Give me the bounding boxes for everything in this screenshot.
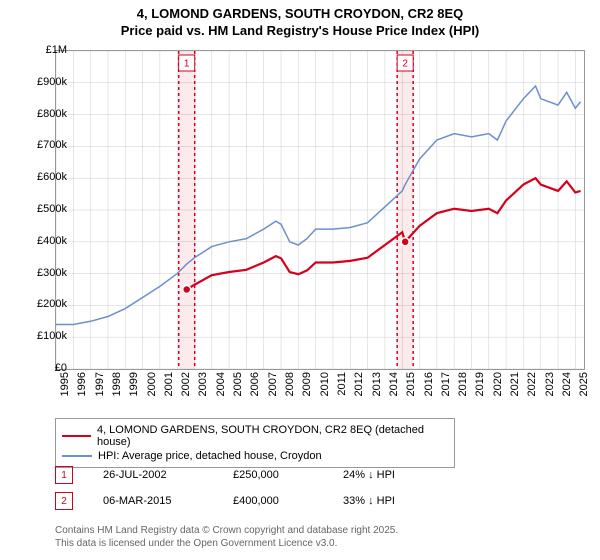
x-tick-label: 2018	[457, 372, 469, 412]
x-tick-label: 2003	[197, 372, 209, 412]
y-tick-label: £400k	[17, 235, 67, 247]
x-tick-label: 2017	[440, 372, 452, 412]
y-tick-label: £1M	[17, 44, 67, 56]
x-tick-label: 1999	[128, 372, 140, 412]
chart-title-line2: Price paid vs. HM Land Registry's House …	[0, 23, 600, 38]
x-tick-label: 2019	[474, 372, 486, 412]
y-tick-label: £900k	[17, 76, 67, 88]
sale-marker-number: 1	[61, 470, 67, 481]
x-tick-label: 2009	[301, 372, 313, 412]
chart-title-line1: 4, LOMOND GARDENS, SOUTH CROYDON, CR2 8E…	[0, 0, 600, 23]
chart-svg: 12	[56, 51, 584, 369]
sale-row: 2 06-MAR-2015 £400,000 33% ↓ HPI	[55, 492, 395, 510]
x-tick-label: 2021	[509, 372, 521, 412]
legend-item: HPI: Average price, detached house, Croy…	[62, 449, 448, 463]
y-tick-label: £800k	[17, 108, 67, 120]
legend-swatch	[62, 435, 91, 437]
y-tick-label: £700k	[17, 139, 67, 151]
x-tick-label: 2014	[388, 372, 400, 412]
x-tick-label: 2011	[336, 372, 348, 412]
legend: 4, LOMOND GARDENS, SOUTH CROYDON, CR2 8E…	[55, 418, 455, 468]
y-tick-label: £500k	[17, 203, 67, 215]
sale-price: £400,000	[233, 495, 313, 507]
x-tick-label: 1997	[94, 372, 106, 412]
svg-text:1: 1	[184, 59, 190, 70]
x-tick-label: 2013	[371, 372, 383, 412]
y-tick-label: £600k	[17, 171, 67, 183]
sale-date: 06-MAR-2015	[103, 495, 203, 507]
sale-price: £250,000	[233, 469, 313, 481]
chart-plot-area: 12	[55, 50, 585, 370]
x-tick-label: 2016	[423, 372, 435, 412]
x-tick-label: 2012	[353, 372, 365, 412]
y-tick-label: £300k	[17, 267, 67, 279]
x-tick-label: 2004	[215, 372, 227, 412]
x-tick-label: 2024	[561, 372, 573, 412]
x-tick-label: 2025	[578, 372, 590, 412]
legend-swatch	[62, 455, 92, 457]
x-tick-label: 1996	[76, 372, 88, 412]
x-tick-label: 2015	[405, 372, 417, 412]
x-tick-label: 1995	[59, 372, 71, 412]
sale-row: 1 26-JUL-2002 £250,000 24% ↓ HPI	[55, 466, 395, 484]
legend-label: 4, LOMOND GARDENS, SOUTH CROYDON, CR2 8E…	[97, 424, 448, 448]
x-tick-label: 2007	[267, 372, 279, 412]
sale-date: 26-JUL-2002	[103, 469, 203, 481]
svg-text:2: 2	[402, 59, 408, 70]
sale-marker-icon: 1	[55, 466, 73, 484]
y-tick-label: £100k	[17, 330, 67, 342]
x-tick-label: 2010	[319, 372, 331, 412]
x-tick-label: 2008	[284, 372, 296, 412]
y-tick-label: £200k	[17, 298, 67, 310]
copyright-line: This data is licensed under the Open Gov…	[55, 537, 398, 550]
x-tick-label: 1998	[111, 372, 123, 412]
x-tick-label: 2022	[526, 372, 538, 412]
x-tick-label: 2023	[544, 372, 556, 412]
x-tick-label: 2001	[163, 372, 175, 412]
x-tick-label: 2020	[492, 372, 504, 412]
x-tick-label: 2002	[180, 372, 192, 412]
sale-marker-number: 2	[61, 496, 67, 507]
legend-label: HPI: Average price, detached house, Croy…	[98, 450, 322, 462]
sale-diff: 24% ↓ HPI	[343, 469, 395, 481]
x-tick-label: 2000	[146, 372, 158, 412]
copyright-line: Contains HM Land Registry data © Crown c…	[55, 524, 398, 537]
sale-diff: 33% ↓ HPI	[343, 495, 395, 507]
copyright-notice: Contains HM Land Registry data © Crown c…	[55, 524, 398, 550]
legend-item: 4, LOMOND GARDENS, SOUTH CROYDON, CR2 8E…	[62, 423, 448, 449]
x-tick-label: 2005	[232, 372, 244, 412]
sale-marker-icon: 2	[55, 492, 73, 510]
x-tick-label: 2006	[249, 372, 261, 412]
